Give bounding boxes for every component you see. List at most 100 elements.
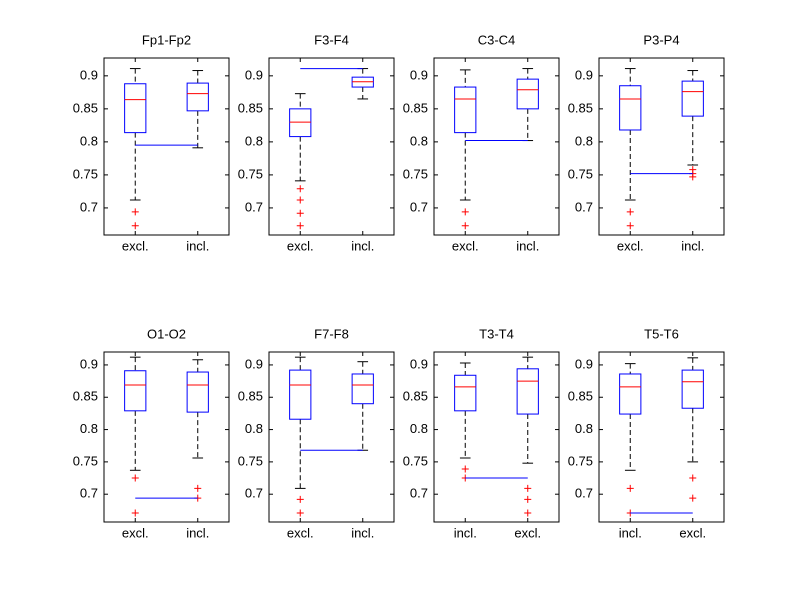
subplot-title: T3-T4 — [479, 326, 514, 341]
y-tick-label: 0.9 — [410, 67, 428, 82]
outlier — [194, 484, 202, 492]
y-tick-label: 0.8 — [575, 421, 593, 436]
outlier — [626, 208, 634, 216]
y-tick-label: 0.75 — [403, 166, 428, 181]
y-tick-label: 0.9 — [575, 67, 593, 82]
y-tick-label: 0.9 — [80, 356, 98, 371]
outlier — [461, 208, 469, 216]
outlier — [524, 484, 532, 492]
y-tick-label: 0.85 — [73, 100, 98, 115]
y-tick-label: 0.75 — [73, 166, 98, 181]
subplot-title: O1-O2 — [147, 326, 186, 341]
x-tick-label: incl. — [681, 238, 704, 253]
x-tick-label: incl. — [351, 525, 374, 540]
axes-frame — [598, 351, 725, 523]
subplot-title: P3-P4 — [643, 32, 679, 47]
x-tick-label: excl. — [679, 525, 706, 540]
box — [619, 85, 642, 131]
y-tick-label: 0.75 — [568, 453, 593, 468]
y-tick-label: 0.75 — [238, 453, 263, 468]
y-tick-label: 0.8 — [80, 133, 98, 148]
outlier — [689, 494, 697, 502]
subplot-title: Fp1-Fp2 — [142, 32, 191, 47]
y-tick-label: 0.8 — [245, 133, 263, 148]
subplot-title: T5-T6 — [644, 326, 679, 341]
y-tick-label: 0.85 — [403, 100, 428, 115]
y-tick-label: 0.9 — [410, 356, 428, 371]
subplot-title: F7-F8 — [314, 326, 349, 341]
y-tick-label: 0.85 — [73, 389, 98, 404]
box — [454, 374, 477, 412]
y-tick-label: 0.75 — [73, 453, 98, 468]
x-tick-label: incl. — [186, 238, 209, 253]
axes-frame — [268, 351, 395, 523]
x-tick-label: excl. — [287, 238, 314, 253]
y-tick-label: 0.8 — [410, 133, 428, 148]
box — [619, 373, 642, 415]
outlier — [296, 196, 304, 204]
y-tick-label: 0.7 — [575, 199, 593, 214]
y-tick-label: 0.8 — [575, 133, 593, 148]
outlier — [296, 222, 304, 230]
x-tick-label: incl. — [351, 238, 374, 253]
x-tick-label: incl. — [186, 525, 209, 540]
x-tick-label: excl. — [452, 238, 479, 253]
box — [516, 78, 539, 110]
axes-frame — [268, 57, 395, 236]
outlier — [524, 509, 532, 517]
y-tick-label: 0.7 — [575, 486, 593, 501]
outlier — [296, 495, 304, 503]
y-tick-label: 0.75 — [403, 453, 428, 468]
box — [289, 369, 312, 420]
axes-frame — [433, 57, 560, 236]
y-tick-label: 0.9 — [245, 356, 263, 371]
outlier — [131, 509, 139, 517]
axes-frame — [598, 57, 725, 236]
outlier — [131, 222, 139, 230]
box — [681, 369, 704, 409]
axes-frame — [103, 57, 230, 236]
outlier — [296, 509, 304, 517]
y-tick-label: 0.8 — [410, 421, 428, 436]
box — [351, 373, 374, 405]
x-tick-label: excl. — [287, 525, 314, 540]
box — [516, 368, 539, 415]
box — [124, 370, 147, 412]
y-tick-label: 0.7 — [245, 199, 263, 214]
y-tick-label: 0.85 — [238, 100, 263, 115]
y-tick-label: 0.7 — [245, 486, 263, 501]
x-tick-label: excl. — [514, 525, 541, 540]
y-tick-label: 0.85 — [238, 389, 263, 404]
outlier — [626, 484, 634, 492]
outlier — [131, 208, 139, 216]
outlier — [461, 222, 469, 230]
x-tick-label: excl. — [617, 238, 644, 253]
y-tick-label: 0.9 — [575, 356, 593, 371]
box — [124, 83, 147, 134]
y-tick-label: 0.8 — [80, 421, 98, 436]
outlier — [689, 474, 697, 482]
outlier — [689, 173, 697, 181]
outlier — [626, 222, 634, 230]
x-tick-label: incl. — [454, 525, 477, 540]
y-tick-label: 0.7 — [80, 199, 98, 214]
y-tick-label: 0.9 — [245, 67, 263, 82]
y-tick-label: 0.8 — [245, 421, 263, 436]
y-tick-label: 0.7 — [410, 199, 428, 214]
box — [186, 82, 209, 112]
y-tick-label: 0.85 — [568, 100, 593, 115]
box — [454, 86, 477, 134]
y-tick-label: 0.75 — [568, 166, 593, 181]
outlier — [461, 465, 469, 473]
axes-frame — [433, 351, 560, 523]
subplot-title: C3-C4 — [478, 32, 516, 47]
x-tick-label: incl. — [619, 525, 642, 540]
y-tick-label: 0.85 — [403, 389, 428, 404]
axes-frame — [103, 351, 230, 523]
y-tick-label: 0.85 — [568, 389, 593, 404]
x-tick-label: incl. — [516, 238, 539, 253]
outlier — [296, 185, 304, 193]
x-tick-label: excl. — [122, 525, 149, 540]
y-tick-label: 0.7 — [80, 486, 98, 501]
